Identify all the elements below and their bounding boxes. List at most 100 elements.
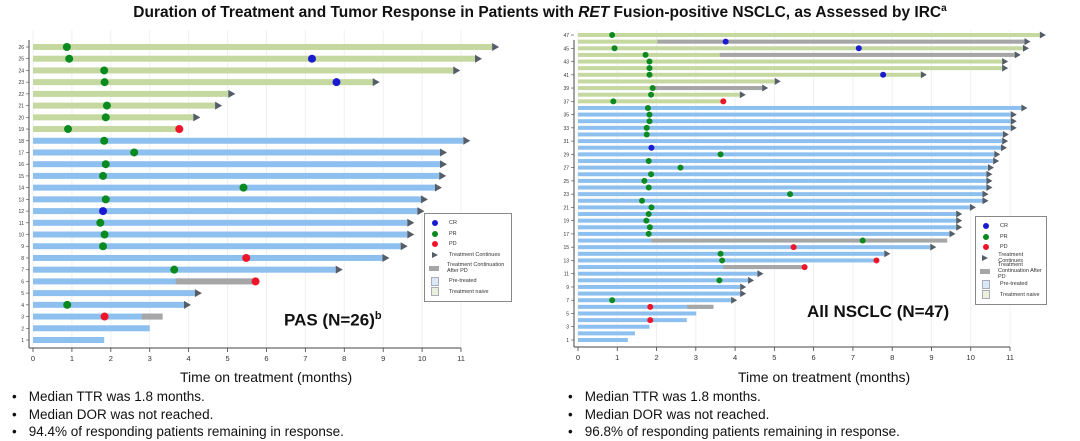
patient-row-14 <box>578 250 891 258</box>
panel-label-pas: PAS (N=26)b <box>284 310 382 330</box>
response-marker-pr <box>64 125 73 134</box>
patient-row-9: 9 <box>21 242 408 251</box>
treatment-continues-arrow <box>382 253 390 262</box>
y-tick-label: 45 <box>563 46 569 52</box>
response-marker-pr <box>643 131 650 138</box>
patient-row-19: 19 <box>18 125 184 134</box>
patient-row-4: 4 <box>21 300 191 309</box>
treatment-continues-arrow <box>949 230 956 238</box>
patient-row-7: 7 <box>21 265 343 274</box>
patient-row-1: 1 <box>21 337 105 344</box>
y-tick-label: 21 <box>18 104 24 110</box>
treatment-continues-arrow <box>1010 117 1017 125</box>
y-tick-label: 15 <box>18 174 24 180</box>
continuation-after-pd-bar <box>687 304 714 309</box>
duration-bar <box>33 337 105 343</box>
response-marker-pr <box>170 265 179 274</box>
response-marker-pr <box>648 91 655 98</box>
treatment-continues-arrow <box>986 177 993 185</box>
y-tick-label: 19 <box>563 219 569 225</box>
x-tick-label: 7 <box>303 354 307 363</box>
panel-label-all-nsclc: All NSCLC (N=47) <box>807 302 950 321</box>
patient-row-43: 43 <box>563 58 1009 66</box>
treatment-continues-arrow <box>986 184 993 192</box>
duration-bar <box>33 290 195 297</box>
response-marker-pd <box>720 98 727 105</box>
y-tick-label: 2 <box>21 326 24 332</box>
treatment-continues-arrow <box>982 197 989 205</box>
patient-row-17: 17 <box>563 230 956 238</box>
x-axis-label-left: Time on treatment (months) <box>180 369 353 385</box>
response-marker-pd <box>647 317 654 324</box>
duration-bar <box>33 114 194 121</box>
duration-bar <box>578 33 1040 38</box>
y-tick-label: 9 <box>566 285 569 291</box>
treatment-continues-arrow <box>1010 124 1017 132</box>
duration-bar <box>578 125 1011 130</box>
duration-bar <box>33 254 383 261</box>
patient-row-11: 11 <box>19 218 415 227</box>
y-tick-label: 47 <box>563 33 569 39</box>
treatment-continues-arrow <box>731 296 738 304</box>
duration-bar <box>578 251 885 256</box>
y-tick-label: 10 <box>18 233 24 239</box>
patient-row-12 <box>578 264 808 271</box>
response-marker-pr <box>96 218 105 227</box>
response-marker-pr <box>130 148 139 157</box>
patient-row-16: 16 <box>18 160 447 169</box>
legend-pd: PD <box>429 239 507 250</box>
duration-bar <box>578 231 950 236</box>
response-marker-pd <box>801 264 808 271</box>
legend-left: CR PR PD Treatment Continues Treatment C… <box>424 213 512 302</box>
y-tick-label: 7 <box>21 268 24 274</box>
response-marker-pr <box>646 118 653 125</box>
y-tick-label: 43 <box>563 60 569 66</box>
response-marker-pr <box>645 230 652 237</box>
arrow-icon <box>432 251 438 258</box>
response-marker-pr <box>645 184 652 191</box>
y-tick-label: 18 <box>18 139 24 145</box>
treatment-continues-arrow <box>1024 38 1031 46</box>
patient-row-18 <box>578 223 963 231</box>
patient-row-33: 33 <box>563 124 1017 132</box>
treatment-continues-arrow <box>439 148 447 157</box>
treatment-continues-arrow <box>434 183 442 192</box>
duration-bar <box>33 196 421 203</box>
treatment-continues-arrow <box>740 283 747 291</box>
patient-row-28 <box>578 157 1000 165</box>
duration-bar <box>578 66 1003 71</box>
patient-row-18: 18 <box>18 136 471 145</box>
duration-bar <box>578 99 724 104</box>
y-tick-label: 17 <box>563 232 569 238</box>
treatment-continues-arrow <box>407 218 415 227</box>
response-marker-pr <box>641 177 648 184</box>
response-marker-pr <box>646 111 653 118</box>
response-marker-pr <box>100 136 109 145</box>
duration-bar <box>578 79 775 84</box>
x-tick-label: 1 <box>70 354 74 363</box>
duration-bar <box>33 126 180 133</box>
y-tick-label: 23 <box>18 80 24 86</box>
patient-row-8 <box>578 290 747 298</box>
patient-row-16 <box>578 237 948 244</box>
patient-row-39: 39 <box>563 84 769 92</box>
duration-bar <box>33 243 401 250</box>
y-tick-label: 9 <box>21 244 24 250</box>
patient-row-46 <box>578 38 1031 46</box>
treatment-continues-arrow <box>982 190 989 198</box>
y-tick-label: 3 <box>566 325 569 331</box>
response-marker-pr <box>101 160 110 169</box>
x-tick-label: 6 <box>264 354 268 363</box>
treatment-continues-arrow <box>194 289 202 298</box>
treatment-continues-arrow <box>193 113 201 122</box>
response-marker-pd <box>175 125 184 134</box>
patient-row-40 <box>578 77 781 85</box>
duration-bar <box>578 258 877 263</box>
bullet: Median TTR was 1.8 months. <box>568 388 900 406</box>
treatment-continues-arrow <box>420 195 428 204</box>
x-tick-label: 4 <box>187 354 191 363</box>
duration-bar <box>578 178 987 183</box>
continuation-after-pd-bar <box>652 86 763 91</box>
legend-naive: Treatment naive <box>429 287 507 298</box>
